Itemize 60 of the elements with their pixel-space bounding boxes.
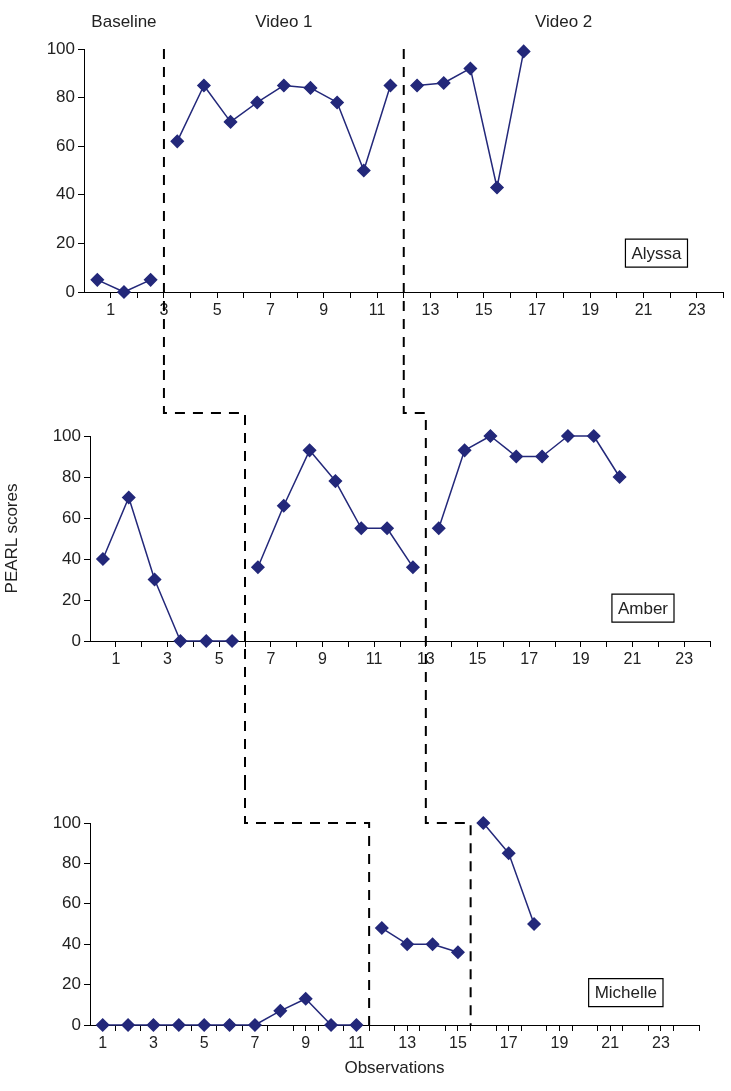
x-tick-label: 1	[98, 1034, 108, 1052]
x-tick-label: 13	[421, 301, 440, 319]
y-axis-title: PEARL scores	[1, 483, 21, 594]
x-tick-label: 1	[106, 301, 116, 319]
y-tick-label: 80	[62, 853, 81, 873]
text: Baseline	[91, 11, 157, 31]
y-tick-label: 20	[62, 589, 81, 609]
x-tick-label: 15	[449, 1034, 467, 1052]
y-tick-label: 40	[56, 184, 75, 204]
x-tick-label: 11	[365, 650, 383, 668]
y-tick-label: 40	[62, 933, 81, 953]
text: Video 2	[534, 11, 593, 31]
y-tick-label: 20	[56, 233, 75, 253]
x-tick-label: 5	[212, 301, 222, 319]
x-tick-label: 23	[675, 650, 694, 668]
x-tick-label: 21	[623, 650, 642, 668]
y-tick-label: 0	[71, 1014, 81, 1034]
y-tick-label: 60	[56, 135, 75, 155]
y-tick-label: 60	[62, 507, 81, 527]
x-tick-label: 15	[468, 650, 487, 668]
x-tick-label: 19	[581, 301, 600, 319]
x-tick-label: 3	[148, 1034, 158, 1052]
y-tick-label: 80	[56, 87, 75, 107]
x-axis-title: Observations	[344, 1058, 445, 1078]
y-tick-label: 100	[46, 38, 75, 58]
y-tick-label: 100	[52, 812, 81, 832]
annotation: Amber	[617, 598, 669, 618]
x-tick-label: 3	[163, 650, 173, 668]
x-tick-label: 7	[250, 1034, 260, 1052]
x-tick-label: 21	[634, 301, 653, 319]
x-tick-label: 15	[474, 301, 493, 319]
y-tick-label: 20	[62, 974, 81, 994]
x-tick-label: 5	[199, 1034, 209, 1052]
x-tick-label: 7	[266, 650, 276, 668]
x-tick-label: 17	[528, 301, 546, 319]
text: Video 1	[255, 11, 313, 31]
x-tick-label: 23	[687, 301, 706, 319]
y-tick-label: 60	[62, 893, 81, 913]
x-tick-label: 21	[601, 1034, 620, 1052]
x-tick-label: 13	[398, 1034, 417, 1052]
x-tick-label: 9	[301, 1034, 311, 1052]
x-tick-label: 17	[520, 650, 539, 668]
x-tick-label: 1	[111, 650, 121, 668]
x-tick-label: 7	[266, 301, 276, 319]
x-tick-label: 11	[368, 301, 386, 319]
x-tick-label: 5	[214, 650, 224, 668]
y-tick-label: 100	[52, 425, 81, 445]
x-tick-label: 9	[319, 301, 329, 319]
x-tick-label: 19	[550, 1034, 569, 1052]
y-tick-label: 0	[65, 281, 75, 301]
annotation: Michelle	[594, 983, 657, 1003]
y-tick-label: 80	[62, 466, 81, 486]
annotation: Alyssa	[631, 243, 683, 263]
x-tick-label: 9	[318, 650, 328, 668]
x-tick-label: 23	[652, 1034, 670, 1052]
x-tick-label: 17	[499, 1034, 518, 1052]
y-tick-label: 40	[62, 548, 81, 568]
y-tick-label: 0	[71, 630, 81, 650]
x-tick-label: 11	[348, 1034, 365, 1052]
x-tick-label: 19	[571, 650, 590, 668]
